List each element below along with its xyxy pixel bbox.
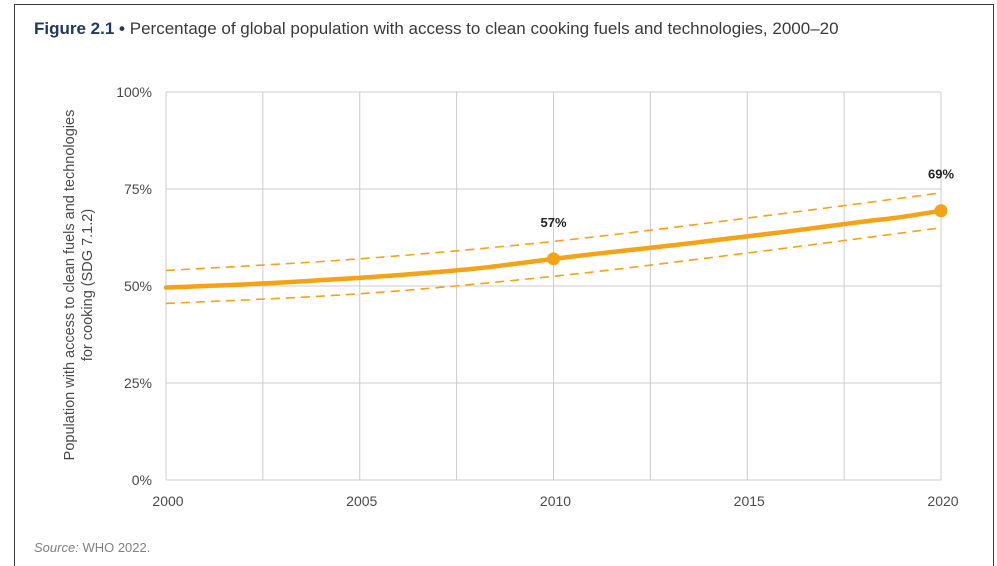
y-tick-label: 75% xyxy=(124,181,152,197)
y-tick-label: 25% xyxy=(124,375,152,391)
source-note: Source: WHO 2022. xyxy=(34,540,150,555)
lower-bound-line xyxy=(165,227,942,305)
data-point-marker xyxy=(934,204,948,218)
figure-frame xyxy=(14,4,994,566)
figure-title: Percentage of global population with acc… xyxy=(129,19,839,38)
x-tick-label: 2015 xyxy=(734,493,765,509)
y-axis-ticks: 0% 25% 50% 75% 100% xyxy=(116,84,152,488)
x-axis-ticks: 2000 2005 2010 2015 2020 xyxy=(152,493,958,509)
figure-number: Figure 2.1 xyxy=(34,19,115,38)
data-label: 57% xyxy=(540,215,566,230)
data-point-marker xyxy=(547,252,560,266)
source-label: Source: xyxy=(34,540,79,555)
y-tick-label: 100% xyxy=(116,84,152,100)
y-axis-label-line2: for cooking (SDG 7.1.2) xyxy=(80,209,96,361)
y-tick-label: 0% xyxy=(132,472,152,488)
y-tick-label: 50% xyxy=(124,278,152,294)
y-axis-label-group: Population with access to clean fuels an… xyxy=(62,110,96,461)
upper-bound-line xyxy=(165,192,942,272)
x-tick-label: 2005 xyxy=(346,493,377,509)
grid-lines xyxy=(165,91,942,481)
figure-header: Figure 2.1 • Percentage of global popula… xyxy=(34,19,839,39)
figure-bullet: • xyxy=(119,19,125,38)
y-axis-label: Population with access to clean fuels an… xyxy=(62,110,96,461)
x-tick-label: 2000 xyxy=(152,493,183,509)
source-text: WHO 2022. xyxy=(82,540,151,555)
x-tick-label: 2020 xyxy=(927,493,958,509)
x-tick-label: 2010 xyxy=(540,493,571,509)
confidence-bands xyxy=(165,192,942,305)
marker-layer: 57% 69% xyxy=(540,167,954,266)
y-axis-label-line1: Population with access to clean fuels an… xyxy=(62,110,78,461)
data-label: 69% xyxy=(928,167,954,182)
